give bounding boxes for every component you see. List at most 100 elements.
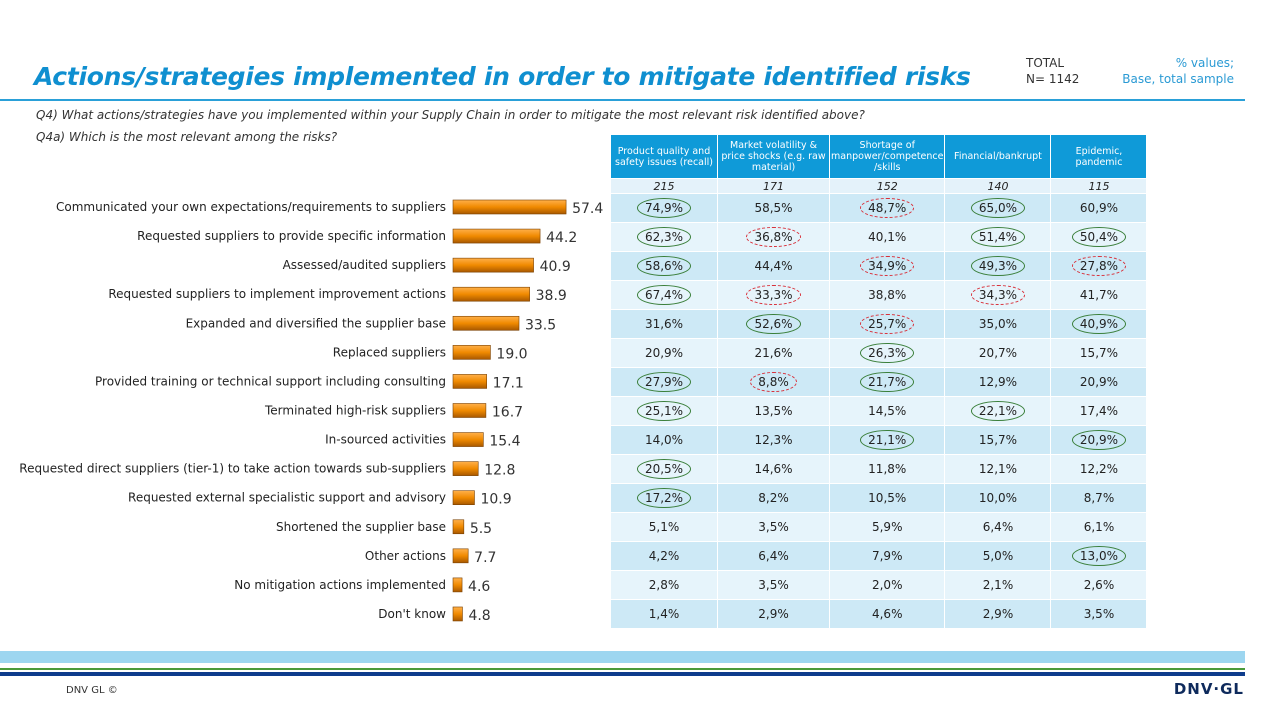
table-cell: 15,7% xyxy=(1050,338,1148,368)
table-row: 5,1% 3,5% 5,9% 6,4% 6,1% xyxy=(610,512,1148,542)
cell-value: 20,7% xyxy=(978,346,1018,360)
table-row: 20,9% 21,6% 26,3% 20,7% 15,7% xyxy=(610,338,1148,368)
table-cell: 10,0% xyxy=(944,483,1052,513)
value-low-marked: 33,3% xyxy=(746,285,801,305)
table-cell: 14,6% xyxy=(717,454,830,484)
cell-value: 40,1% xyxy=(868,230,907,244)
cell-value: 17,4% xyxy=(1079,404,1119,418)
table-cell: 2,9% xyxy=(944,599,1052,629)
cell-value: 44,4% xyxy=(754,259,793,273)
base-count: 115 xyxy=(1050,178,1148,194)
table-cell: 8,2% xyxy=(717,483,830,513)
value-high-marked: 17,2% xyxy=(636,488,692,508)
value-label: 57.4 xyxy=(572,201,603,217)
cell-value: 3,5% xyxy=(1083,607,1115,621)
base-count: 152 xyxy=(828,178,946,194)
table-cell: 65,0% xyxy=(944,193,1052,223)
cell-value: 1,4% xyxy=(648,607,680,621)
table-cell: 22,1% xyxy=(944,396,1052,426)
table-row: 74,9% 58,5% 48,7% 65,0% 60,9% xyxy=(610,193,1148,223)
table-cell: 2,0% xyxy=(828,570,946,600)
value-label: 38.9 xyxy=(536,288,567,304)
category-label: Replaced suppliers xyxy=(333,345,446,359)
bar xyxy=(452,286,530,302)
table-cell: 14,0% xyxy=(610,425,718,455)
value-high-marked: 20,9% xyxy=(1071,430,1127,450)
value-label: 33.5 xyxy=(525,317,556,333)
cell-value: 20,9% xyxy=(644,346,684,360)
cell-value: 5,1% xyxy=(648,520,680,534)
value-high-marked: 62,3% xyxy=(636,227,692,247)
table-cell: 11,8% xyxy=(828,454,946,484)
table-cell: 21,7% xyxy=(828,367,946,397)
category-label: Other actions xyxy=(365,549,446,563)
cell-value: 35,0% xyxy=(978,317,1018,331)
table-cell: 20,9% xyxy=(1050,367,1148,397)
value-high-marked: 22,1% xyxy=(970,401,1026,421)
table-row: 4,2% 6,4% 7,9% 5,0% 13,0% xyxy=(610,541,1148,571)
value-low-marked: 34,3% xyxy=(970,285,1026,305)
value-high-marked: 74,9% xyxy=(636,198,692,218)
table-cell: 13,5% xyxy=(717,396,830,426)
cell-value: 12,1% xyxy=(978,462,1018,476)
cell-value: 15,7% xyxy=(978,433,1018,447)
cell-value: 4,2% xyxy=(648,549,680,563)
table-cell: 21,1% xyxy=(828,425,946,455)
value-label: 7.7 xyxy=(474,550,496,566)
table-cell: 58,6% xyxy=(610,251,718,281)
cell-value: 7,9% xyxy=(871,549,903,563)
category-label: Communicated your own expectations/requi… xyxy=(56,200,446,214)
value-low-marked: 36,8% xyxy=(746,227,801,247)
table-row: 31,6% 52,6% 25,7% 35,0% 40,9% xyxy=(610,309,1148,339)
value-high-marked: 21,7% xyxy=(860,372,915,392)
table-cell: 4,2% xyxy=(610,541,718,571)
table-cell: 4,6% xyxy=(828,599,946,629)
footer-band-green xyxy=(0,668,1245,670)
table-cell: 20,7% xyxy=(944,338,1052,368)
table-cell: 13,0% xyxy=(1050,541,1148,571)
footer-band-blue xyxy=(0,672,1245,676)
value-high-marked: 58,6% xyxy=(636,256,692,276)
value-high-marked: 27,9% xyxy=(636,372,692,392)
cell-value: 12,9% xyxy=(978,375,1018,389)
value-label: 4.6 xyxy=(468,579,490,595)
page-title: Actions/strategies implemented in order … xyxy=(34,62,971,91)
column-header: Epidemic, pandemic xyxy=(1050,134,1148,179)
category-label: Don't know xyxy=(378,607,446,621)
table-cell: 5,0% xyxy=(944,541,1052,571)
table-cell: 12,9% xyxy=(944,367,1052,397)
value-label: 5.5 xyxy=(470,521,492,537)
table-cell: 2,9% xyxy=(717,599,830,629)
table-cell: 62,3% xyxy=(610,222,718,252)
cell-value: 2,6% xyxy=(1083,578,1115,592)
cell-value: 13,5% xyxy=(754,404,793,418)
bar xyxy=(452,606,463,622)
bar xyxy=(452,577,463,593)
cell-value: 6,1% xyxy=(1083,520,1115,534)
category-label: Assessed/audited suppliers xyxy=(283,258,446,272)
table-cell: 20,5% xyxy=(610,454,718,484)
table-cell: 6,4% xyxy=(944,512,1052,542)
cell-value: 14,5% xyxy=(868,404,907,418)
value-low-marked: 27,8% xyxy=(1071,256,1127,276)
table-cell: 38,8% xyxy=(828,280,946,310)
table-row: 2,8% 3,5% 2,0% 2,1% 2,6% xyxy=(610,570,1148,600)
table-cell: 1,4% xyxy=(610,599,718,629)
cell-value: 2,8% xyxy=(648,578,680,592)
value-high-marked: 26,3% xyxy=(860,343,915,363)
value-high-marked: 51,4% xyxy=(970,227,1026,247)
bar xyxy=(452,432,484,447)
cell-value: 6,4% xyxy=(758,549,789,563)
dnvgl-logo: DNV·GL xyxy=(1173,680,1244,698)
cell-value: 3,5% xyxy=(758,520,789,534)
cell-value: 5,0% xyxy=(982,549,1014,563)
bar xyxy=(452,490,475,506)
table-cell: 15,7% xyxy=(944,425,1052,455)
base-note: % values; Base, total sample xyxy=(1122,55,1234,87)
table-cell: 12,2% xyxy=(1050,454,1148,484)
bar xyxy=(452,257,534,273)
cell-value: 21,6% xyxy=(754,346,793,360)
category-label: Expanded and diversified the supplier ba… xyxy=(186,316,446,330)
bar xyxy=(452,374,487,389)
value-high-marked: 49,3% xyxy=(970,256,1026,276)
